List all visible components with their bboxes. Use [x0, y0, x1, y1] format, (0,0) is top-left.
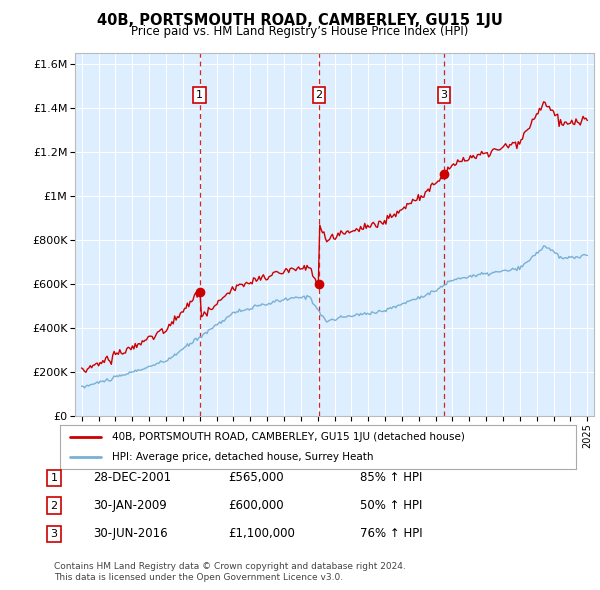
Text: £600,000: £600,000 — [228, 499, 284, 512]
Text: £1,100,000: £1,100,000 — [228, 527, 295, 540]
Text: 2: 2 — [50, 501, 58, 510]
Text: HPI: Average price, detached house, Surrey Heath: HPI: Average price, detached house, Surr… — [112, 452, 373, 462]
Text: This data is licensed under the Open Government Licence v3.0.: This data is licensed under the Open Gov… — [54, 573, 343, 582]
Text: 76% ↑ HPI: 76% ↑ HPI — [360, 527, 422, 540]
Text: 2: 2 — [316, 90, 323, 100]
Text: 40B, PORTSMOUTH ROAD, CAMBERLEY, GU15 1JU (detached house): 40B, PORTSMOUTH ROAD, CAMBERLEY, GU15 1J… — [112, 432, 464, 442]
Text: 40B, PORTSMOUTH ROAD, CAMBERLEY, GU15 1JU: 40B, PORTSMOUTH ROAD, CAMBERLEY, GU15 1J… — [97, 13, 503, 28]
Text: 3: 3 — [50, 529, 58, 539]
Text: Contains HM Land Registry data © Crown copyright and database right 2024.: Contains HM Land Registry data © Crown c… — [54, 562, 406, 571]
Text: £565,000: £565,000 — [228, 471, 284, 484]
Text: Price paid vs. HM Land Registry’s House Price Index (HPI): Price paid vs. HM Land Registry’s House … — [131, 25, 469, 38]
Text: 3: 3 — [440, 90, 448, 100]
Text: 30-JUN-2016: 30-JUN-2016 — [93, 527, 167, 540]
Text: 1: 1 — [50, 473, 58, 483]
Text: 28-DEC-2001: 28-DEC-2001 — [93, 471, 171, 484]
Text: 30-JAN-2009: 30-JAN-2009 — [93, 499, 167, 512]
Text: 1: 1 — [196, 90, 203, 100]
Text: 50% ↑ HPI: 50% ↑ HPI — [360, 499, 422, 512]
Text: 85% ↑ HPI: 85% ↑ HPI — [360, 471, 422, 484]
